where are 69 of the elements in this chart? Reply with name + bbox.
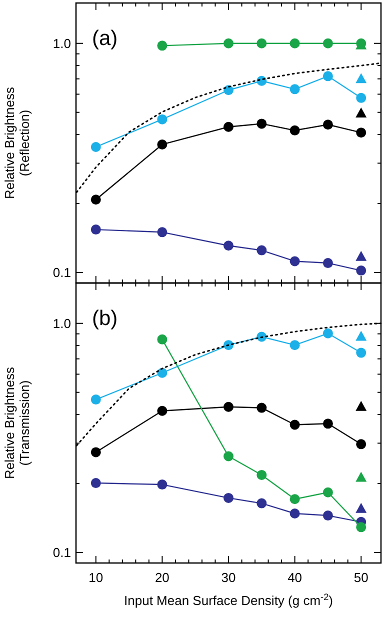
point (322, 418, 333, 429)
x-tick-label: 40 (288, 570, 302, 585)
point (290, 340, 300, 350)
point (322, 71, 333, 82)
y-tick-label: 0.1 (52, 265, 71, 280)
y-tick-label: 0.1 (52, 545, 71, 560)
point (90, 194, 101, 205)
x-tick-label: 30 (221, 570, 236, 585)
point (90, 394, 101, 405)
point (290, 84, 300, 94)
point (256, 38, 267, 48)
point (90, 224, 101, 235)
point (290, 125, 300, 136)
point (356, 128, 366, 138)
point (356, 266, 366, 276)
point (356, 472, 367, 482)
point (290, 494, 300, 504)
point (322, 328, 333, 338)
y-axis-title: Relative Brightness (Reflection) (2, 86, 32, 199)
point (256, 402, 267, 413)
point (356, 502, 367, 513)
point (157, 368, 168, 378)
point (322, 487, 333, 498)
x-tick-label: 20 (154, 570, 170, 585)
point (256, 245, 267, 256)
annotation: (b) (92, 307, 118, 330)
point (224, 451, 234, 462)
point (290, 38, 300, 48)
point (356, 108, 367, 118)
point (256, 118, 267, 129)
point (90, 142, 101, 152)
point (356, 400, 367, 411)
point (356, 439, 366, 450)
point (356, 250, 367, 261)
y-axis-title: Relative Brightness (Transmission) (2, 366, 32, 479)
point (157, 114, 168, 124)
x-tick-label: 50 (354, 570, 368, 585)
point (256, 470, 267, 480)
point (322, 258, 333, 268)
point (157, 480, 168, 490)
point (157, 334, 168, 344)
point (356, 92, 366, 103)
y-tick-label: 1.0 (52, 316, 71, 331)
point (157, 227, 168, 238)
point (157, 40, 168, 51)
point (224, 122, 234, 132)
point (256, 498, 267, 508)
point (157, 139, 168, 150)
point (322, 38, 333, 48)
point (157, 406, 168, 416)
point (356, 522, 366, 532)
point (322, 510, 333, 521)
point (90, 478, 101, 488)
point (224, 492, 234, 503)
point (224, 240, 234, 251)
point (224, 38, 234, 48)
point (90, 447, 101, 458)
x-axis-title: Input Mean Surface Density (g cm$^{-2}$) (124, 592, 333, 608)
point (290, 508, 300, 518)
x-tick-label: 10 (88, 570, 104, 585)
annotation: (a) (92, 27, 118, 50)
point (290, 420, 300, 430)
y-tick-label: 1.0 (52, 36, 71, 51)
point (356, 330, 367, 341)
point (224, 402, 234, 412)
point (322, 120, 333, 130)
point (356, 73, 367, 84)
point (290, 256, 300, 266)
point (356, 348, 366, 358)
